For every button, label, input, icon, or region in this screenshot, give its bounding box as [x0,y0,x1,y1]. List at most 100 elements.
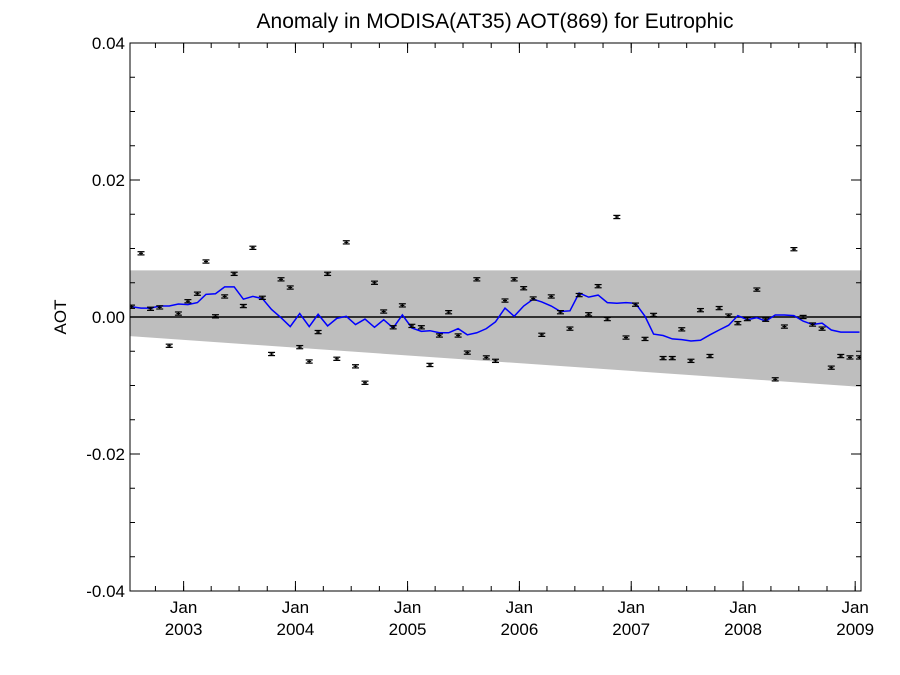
data-point [603,316,611,322]
data-point [622,335,630,340]
y-tick-label: 0.00 [92,308,125,327]
data-point [370,280,378,285]
data-point [734,320,742,326]
x-tick-year-label: 2004 [277,620,315,639]
data-point [613,214,621,220]
data-point [277,277,285,282]
x-tick-year-label: 2003 [165,620,203,639]
data-point [650,312,658,318]
data-point [137,251,145,256]
x-axis: Jan 2003 Jan 2004 Jan 2005 Jan 2006 Jan 2007 Jan 20… [154,43,874,639]
y-axis-label: AOT [51,300,70,335]
data-point [193,291,201,296]
data-point [529,296,537,301]
data-point [258,295,266,301]
data-point [632,302,640,307]
x-tick-month-label: Jan [506,598,533,617]
data-point [520,286,528,291]
data-point [556,310,564,315]
series-line [131,286,860,342]
uncertainty-band [130,270,861,387]
data-point [687,358,695,364]
data-point [314,329,322,335]
data-point [361,380,369,385]
data-point [156,305,164,310]
data-point [202,259,210,264]
data-point [482,355,490,360]
x-tick-year-label: 2009 [836,620,874,639]
data-point [809,322,817,327]
data-point [743,316,751,322]
data-point [296,344,304,350]
data-point [837,353,845,359]
x-tick-month-label: Jan [841,598,868,617]
x-tick-month-label: Jan [394,598,421,617]
data-point [501,298,509,303]
y-tick-label: -0.02 [86,445,125,464]
data-point [147,306,155,311]
data-point [165,343,173,348]
data-point [668,355,676,361]
data-point [435,333,443,338]
data-point [547,294,555,299]
data-point [342,240,350,245]
data-point [268,351,276,357]
data-point [780,324,788,329]
data-point [575,292,583,298]
data-point [706,353,714,359]
data-point [426,362,434,368]
data-point [184,299,192,304]
x-tick-year-label: 2006 [500,620,538,639]
data-point [725,313,733,318]
data-point [398,303,406,308]
data-point [566,326,574,331]
data-point [286,285,294,290]
data-point [221,294,229,299]
x-tick-year-label: 2008 [724,620,762,639]
data-point [324,271,332,277]
data-point [239,303,247,309]
data-point [771,377,779,382]
data-point [753,287,761,292]
data-point [305,359,313,364]
data-point [463,350,471,355]
x-tick-year-label: 2007 [612,620,650,639]
data-point [333,356,341,361]
data-point [230,271,238,277]
data-point [799,314,807,320]
data-point [473,277,481,282]
chart-title: Anomaly in MODISA(AT35) AOT(869) for Eut… [257,10,734,33]
data-point [445,310,453,315]
x-tick-month-label: Jan [170,598,197,617]
x-tick-month-label: Jan [618,598,645,617]
data-point [454,333,462,338]
data-point [678,327,686,332]
data-point [585,312,593,317]
data-point [389,325,397,330]
data-point [211,314,219,319]
data-point [659,355,667,361]
data-point [846,355,854,360]
data-point [492,358,499,364]
x-tick-month-label: Jan [729,598,756,617]
y-tick-label: -0.04 [86,582,125,601]
data-point [762,317,770,322]
y-axis: 0.04 0.02 0.00 -0.02 -0.04 [86,34,861,601]
data-point [538,332,546,338]
data-point [380,309,388,314]
data-point [408,323,416,329]
data-point [827,365,835,370]
data-point [696,307,704,313]
data-point [594,283,602,289]
data-point [641,336,649,342]
data-point [510,277,518,282]
x-tick-year-label: 2005 [389,620,427,639]
y-tick-label: 0.02 [92,171,125,190]
data-point [174,311,182,316]
data-point [818,326,826,331]
data-point [351,364,359,369]
x-tick-month-label: Jan [282,598,309,617]
y-tick-label: 0.04 [92,34,125,53]
data-point [715,305,723,311]
